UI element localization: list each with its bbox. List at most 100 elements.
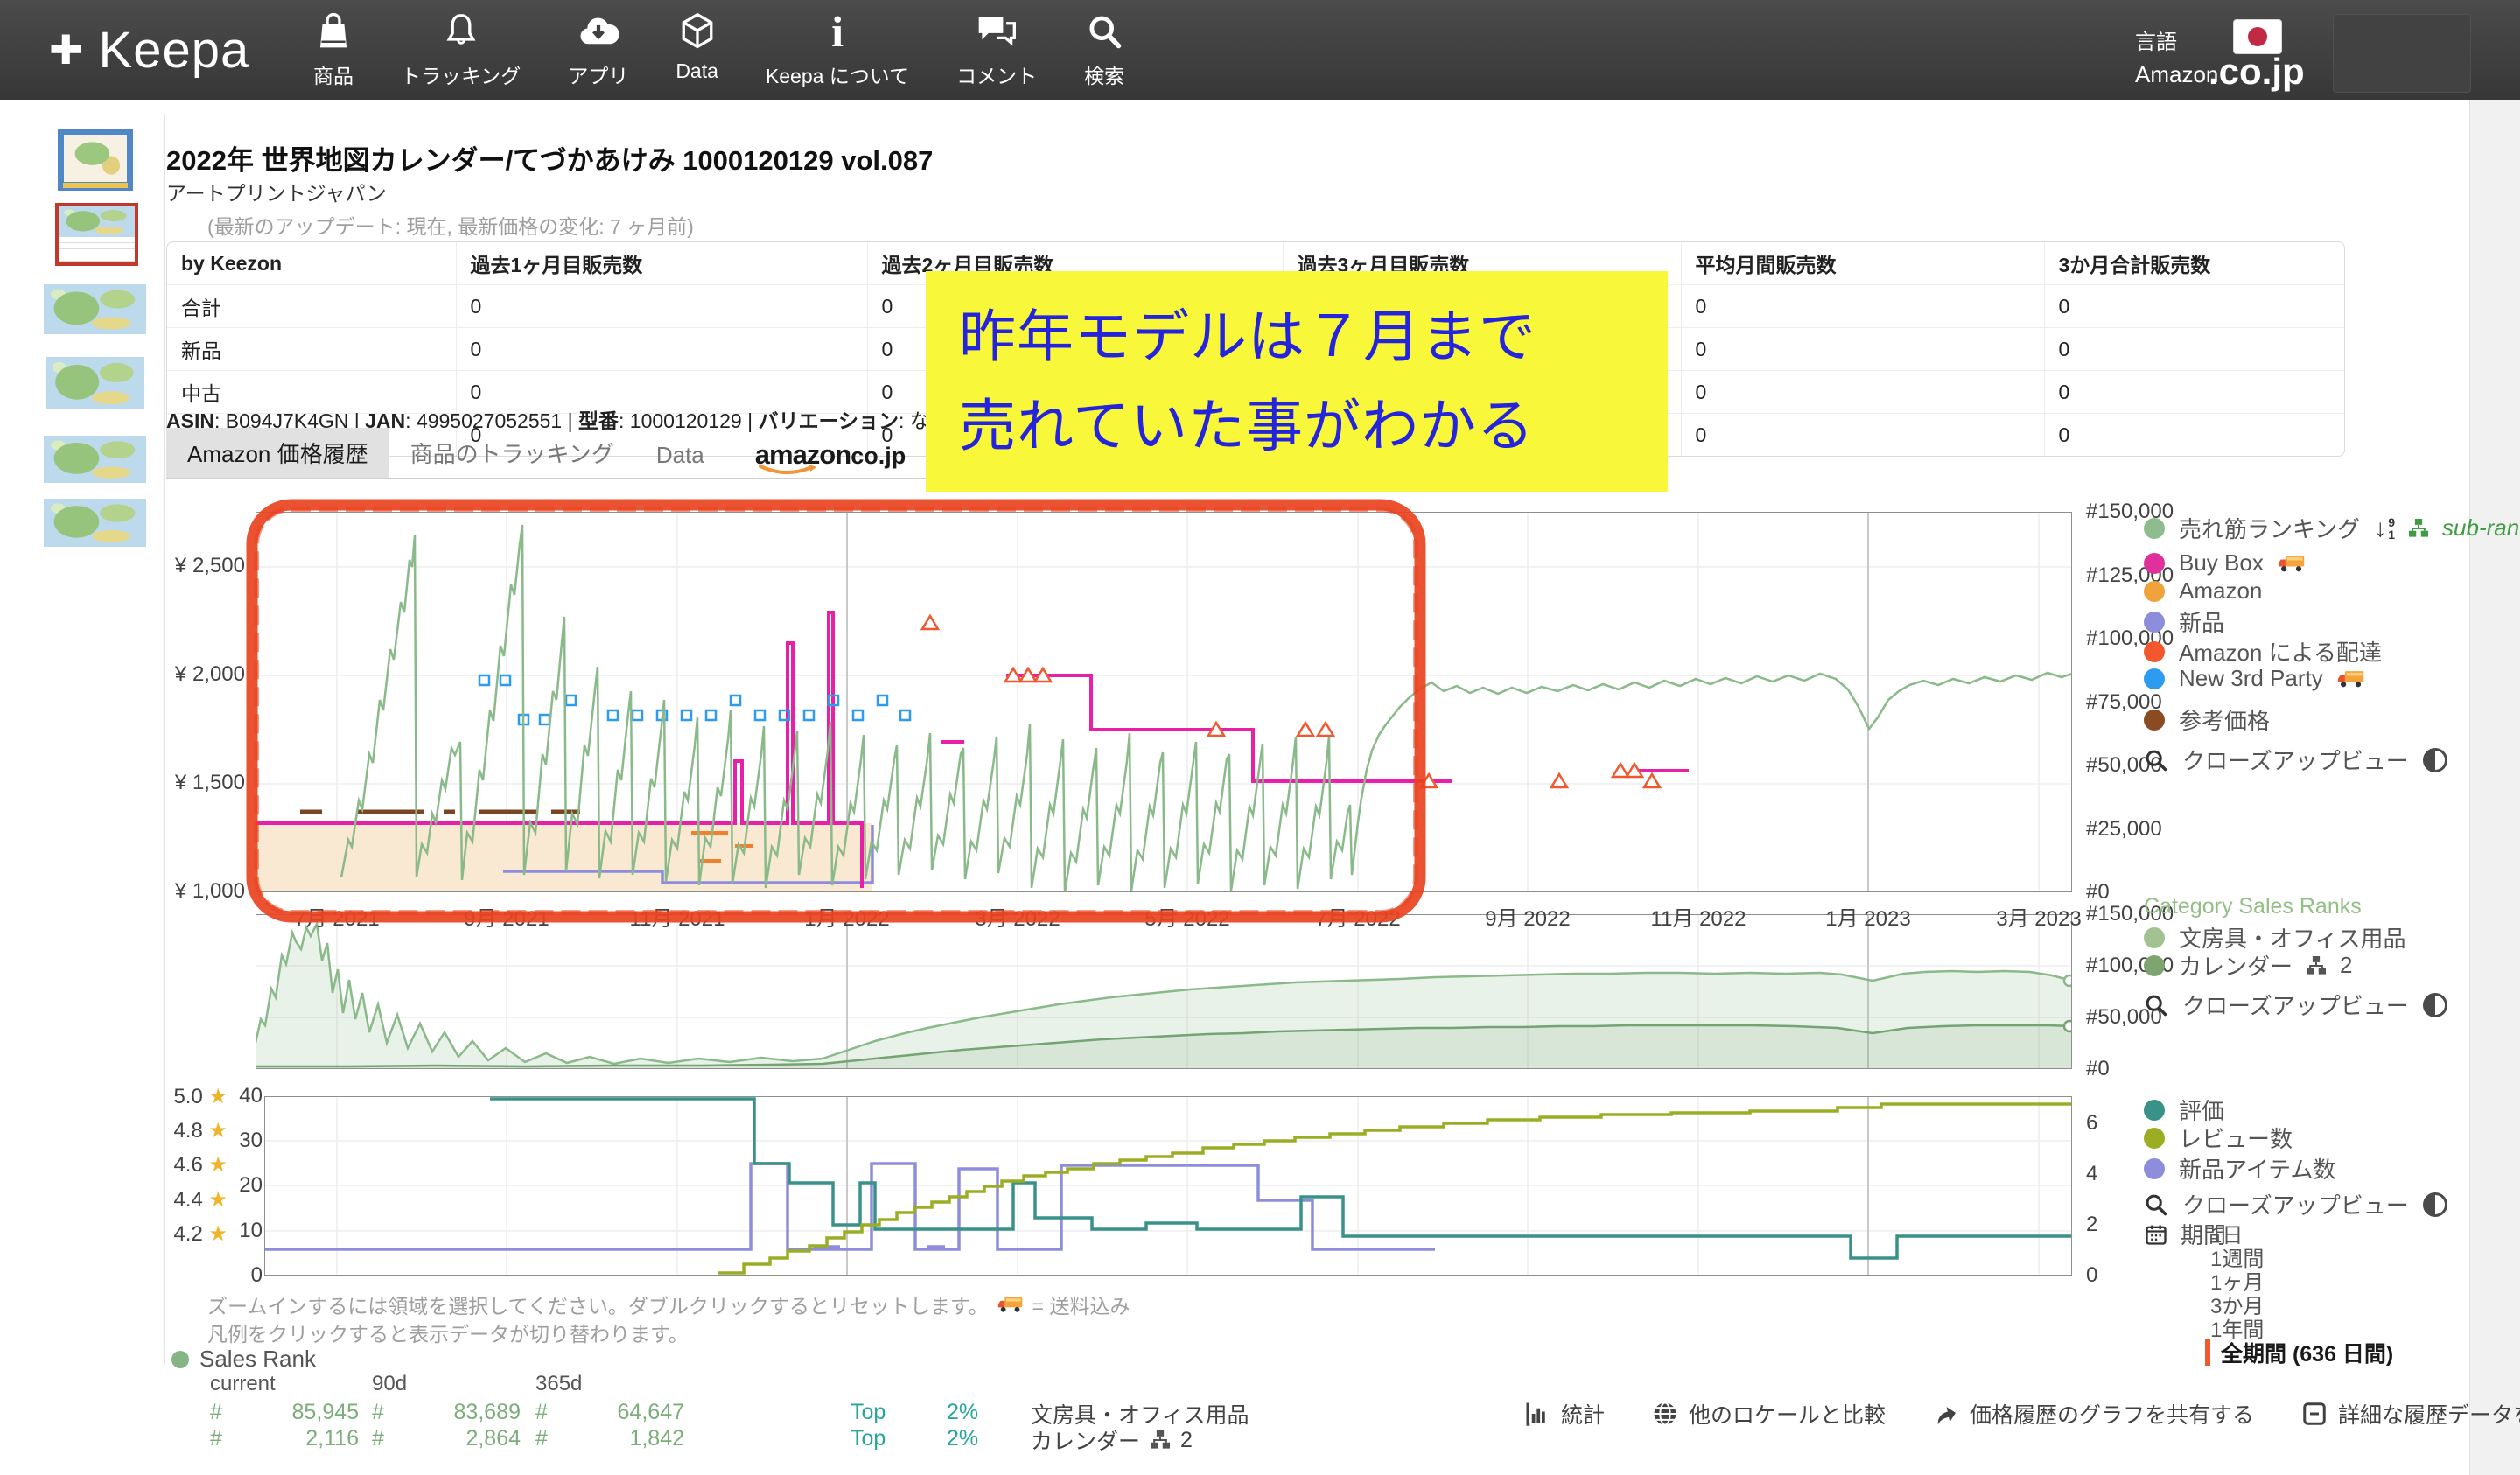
comments-icon [976,9,1018,54]
star-tick: 4.8 ★ [173,1119,228,1143]
fba-dot [2144,640,2165,662]
statistics-button[interactable]: 統計 [1524,1398,1605,1430]
x-tick: 3月 2023 [1996,907,2082,931]
tab-data[interactable]: Data [655,442,704,468]
period-option-1week[interactable]: 1週間 [2210,1248,2264,1271]
cell: 0 [1680,284,2044,328]
nav-item-label: コメント [956,65,1038,87]
info-icon: i [831,7,844,56]
selected-period-bar [2205,1339,2210,1366]
legend-new[interactable]: 新品 [2144,605,2224,638]
scrollbar-gutter[interactable] [2469,100,2520,1475]
x-tick: 7月 2021 [294,907,380,931]
closeup-toggle-review[interactable]: クローズアップビュー [2144,1188,2447,1220]
nav-item-apps[interactable]: アプリ [568,9,628,89]
count-tick: 20 [239,1173,262,1197]
rank-y-tick: #25,000 [2086,817,2162,841]
sub-ranks-link[interactable]: sub-ranks [2442,514,2520,541]
sidebar-divider [164,114,165,1365]
amazon-locale-label: Amazon [2135,61,2219,87]
x-tick: 3月 2022 [975,907,1060,931]
nav-item-search[interactable]: 検索 [1084,9,1124,89]
col-header: 3か月合計販売数 [2043,242,2344,285]
category1-dot [2144,926,2165,948]
row-label: 中古 [167,370,456,414]
tab-product-tracking[interactable]: 商品のトラッキング [410,441,614,467]
toggle-icon [2422,1192,2447,1217]
legend-list-price[interactable]: 参考価格 [2144,703,2270,736]
period-option-1day[interactable]: 1日 [2210,1224,2244,1248]
nav-item-tracking[interactable]: トラッキング [401,9,521,89]
closeup-toggle-rank[interactable]: クローズアップビュー [2144,989,2447,1021]
cell: 0 [455,284,867,328]
update-note: (最新のアップデート: 現在, 最新価格の変化: 7 ヶ月前) [207,215,694,238]
legend-category-2[interactable]: カレンダー 2 [2144,949,2352,982]
legend-review-count[interactable]: レビュー数 [2144,1122,2292,1154]
cell: 0 [455,413,867,456]
nav-item-data[interactable]: Data [676,9,718,89]
legend-fba[interactable]: Amazon による配達 [2144,635,2382,668]
magnifier-icon [2146,995,2167,1016]
period-option-3months[interactable]: 3か月 [2210,1295,2264,1318]
model-value: 1000120129 [629,409,742,432]
legend-sales-rank[interactable]: 売れ筋ランキング ↓91 sub-ranks [2144,512,2520,544]
nav-item-label: Keepa について [765,65,910,87]
x-tick: 1月 2023 [1825,907,1911,931]
cell: 0 [2043,370,2344,414]
rating-dot [2144,1099,2165,1121]
cell: 0 [2043,413,2344,456]
legend-new-item-count[interactable]: 新品アイテム数 [2144,1152,2335,1185]
calendar-icon [2146,1225,2166,1245]
legend-new-3rd-party[interactable]: New 3rd Party [2144,665,2365,692]
star-tick: 4.4 ★ [173,1188,228,1212]
price-history-chart[interactable] [256,512,2072,892]
product-thumbnail-5[interactable] [44,436,146,483]
rating-review-chart[interactable] [264,1096,2072,1276]
sort-numeric-icon[interactable]: ↓ 9 1 [2374,514,2396,542]
row-label: 合計 [167,284,456,328]
product-thumbnail-2[interactable] [55,203,138,266]
product-thumbnail-3[interactable] [44,284,146,334]
magnifier-icon [2146,750,2167,771]
brand-link[interactable]: アートプリントジャパン [166,182,387,205]
shipping-truck-icon [2278,555,2305,571]
subcategory-icon [2306,955,2327,975]
keepa-logo[interactable]: ✚ Keepa [49,0,249,100]
legend-buy-box[interactable]: Buy Box [2144,549,2306,577]
footer-action-bar: 統計 他のロケールと比較 価格履歴のグラフを共有する 詳細な履歴データを非表示 [1524,1398,2520,1430]
x-tick: 1月 2022 [804,907,890,931]
nav-item-products[interactable]: 商品 [313,9,354,89]
closeup-toggle-price[interactable]: クローズアップビュー [2144,744,2447,776]
stat-category[interactable]: カレンダー 2 [1031,1427,1193,1455]
hide-history-data-button[interactable]: 詳細な履歴データを非表示 [2301,1398,2520,1430]
legend-category-1[interactable]: 文房具・オフィス用品 [2144,921,2405,954]
nav-item-about[interactable]: i Keepa について [766,9,909,89]
tab-price-history[interactable]: Amazon 価格履歴 [166,428,389,478]
compare-locales-button[interactable]: 他のロケールと比較 [1652,1398,1886,1430]
period-option-all[interactable]: 全期間 (636 日間) [2205,1337,2393,1368]
top-percent: 2% [947,1400,979,1424]
japan-flag-icon[interactable] [2233,19,2282,54]
navbar-search-box[interactable] [2333,14,2471,93]
share-chart-button[interactable]: 価格履歴のグラフを共有する [1933,1398,2254,1430]
stat-category[interactable]: 文房具・オフィス用品 [1031,1403,1250,1428]
category-ranks-header: Category Sales Ranks [2144,894,2362,919]
stat-value: #1,842 [536,1426,684,1451]
category-rank-chart[interactable] [256,914,2072,1069]
period-option-1month[interactable]: 1ヶ月 [2210,1271,2264,1295]
legend-rating[interactable]: 評価 [2144,1094,2224,1126]
new-dot [2144,611,2165,633]
minus-square-icon [2303,1402,2326,1425]
toggle-icon [2422,747,2447,772]
cat-rank-tick: #0 [2086,1057,2110,1080]
amazon-domain-selector[interactable]: .co.jp [2208,51,2305,92]
top-navbar: ✚ Keepa 商品 トラッキング アプリ Data [0,0,2520,100]
product-thumbnail-4[interactable] [46,357,144,409]
product-thumbnail-1[interactable] [58,129,133,191]
product-thumbnail-6[interactable] [44,499,146,547]
amazon-logo-link[interactable]: amazon co.jp [755,439,906,478]
period-option-1year[interactable]: 1年間 [2210,1318,2264,1342]
nav-item-comments[interactable]: コメント [956,9,1037,89]
legend-amazon[interactable]: Amazon [2144,577,2262,605]
stats-col-current: current [210,1372,276,1395]
